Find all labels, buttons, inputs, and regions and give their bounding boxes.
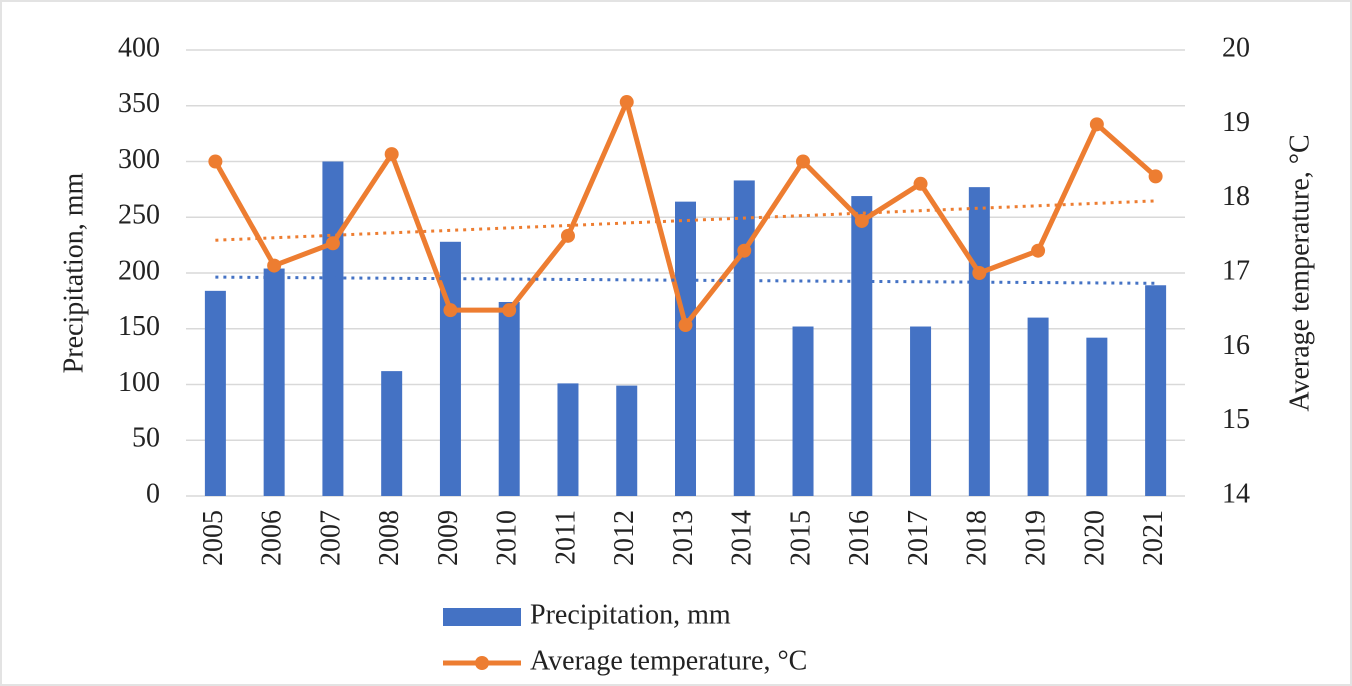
y2-tick-label: 15 <box>1222 404 1250 435</box>
x-tick-label: 2016 <box>844 510 875 566</box>
x-tick-label: 2012 <box>609 510 640 566</box>
bar <box>1027 317 1049 496</box>
y2-tick-label: 16 <box>1222 330 1250 361</box>
y2-tick-label: 18 <box>1222 181 1250 212</box>
y-tick-label: 200 <box>118 255 160 286</box>
bar <box>675 201 696 496</box>
y-tick-label: 300 <box>118 144 160 175</box>
bar <box>557 383 579 496</box>
y2-axis-title: Average temperature, °C <box>1284 134 1315 411</box>
x-tick-label: 2009 <box>433 510 464 566</box>
y-tick-label: 150 <box>118 311 160 342</box>
y-tick-label: 250 <box>118 200 160 231</box>
line-point <box>502 303 517 318</box>
x-tick-label: 2013 <box>668 510 699 566</box>
line-point <box>384 147 399 162</box>
bar <box>910 326 932 496</box>
bar <box>1145 285 1167 496</box>
x-tick-label: 2008 <box>374 510 405 566</box>
y-tick-label: 0 <box>146 478 160 509</box>
y2-tick-label: 17 <box>1222 255 1250 286</box>
line-point <box>796 154 811 169</box>
line-point <box>325 236 340 251</box>
line-point <box>1148 169 1163 184</box>
x-tick-label: 2011 <box>550 510 581 565</box>
y-tick-label: 400 <box>118 32 160 63</box>
bar <box>792 326 814 496</box>
x-tick-label: 2015 <box>785 510 816 566</box>
line-point <box>1031 243 1046 258</box>
x-tick-label: 2019 <box>1021 510 1052 566</box>
line-point <box>913 176 928 191</box>
bar <box>498 301 520 496</box>
bar <box>263 268 285 496</box>
line-point <box>619 95 634 110</box>
x-tick-label: 2007 <box>315 510 346 566</box>
line-point <box>737 243 752 258</box>
bar <box>439 241 461 496</box>
line-point <box>267 258 282 273</box>
bar <box>616 385 638 496</box>
y-tick-label: 100 <box>118 367 160 398</box>
x-tick-label: 2018 <box>962 510 993 566</box>
bar <box>851 196 873 496</box>
x-tick-label: 2014 <box>727 510 758 566</box>
legend-swatch-marker <box>475 656 489 670</box>
legend-swatch <box>443 608 521 626</box>
bar <box>1086 337 1108 496</box>
bar <box>322 161 344 496</box>
line-point <box>972 266 987 280</box>
x-tick-label: 2010 <box>492 510 523 566</box>
y2-tick-label: 19 <box>1222 107 1250 138</box>
bar <box>204 290 226 496</box>
line-point <box>560 228 575 243</box>
line-point <box>1089 117 1104 132</box>
x-tick-label: 2020 <box>1079 510 1110 566</box>
x-tick-label: 2006 <box>257 510 288 566</box>
line-point <box>208 154 223 169</box>
line-point <box>854 213 869 228</box>
line-point <box>678 318 693 333</box>
y-tick-label: 50 <box>132 423 160 454</box>
y-tick-label: 350 <box>118 88 160 119</box>
y2-tick-label: 14 <box>1222 478 1250 509</box>
x-tick-label: 2021 <box>1138 510 1169 566</box>
legend-label: Average temperature, °C <box>530 645 807 676</box>
line-point <box>443 303 458 318</box>
trendline <box>215 199 1156 242</box>
legend-label: Precipitation, mm <box>530 599 731 630</box>
bar <box>968 187 990 496</box>
x-tick-label: 2005 <box>198 510 229 566</box>
bar <box>733 180 755 496</box>
x-tick-label: 2017 <box>903 510 934 566</box>
y-axis-title: Precipitation, mm <box>58 172 89 373</box>
bar <box>381 371 403 496</box>
y2-tick-label: 20 <box>1222 32 1250 63</box>
